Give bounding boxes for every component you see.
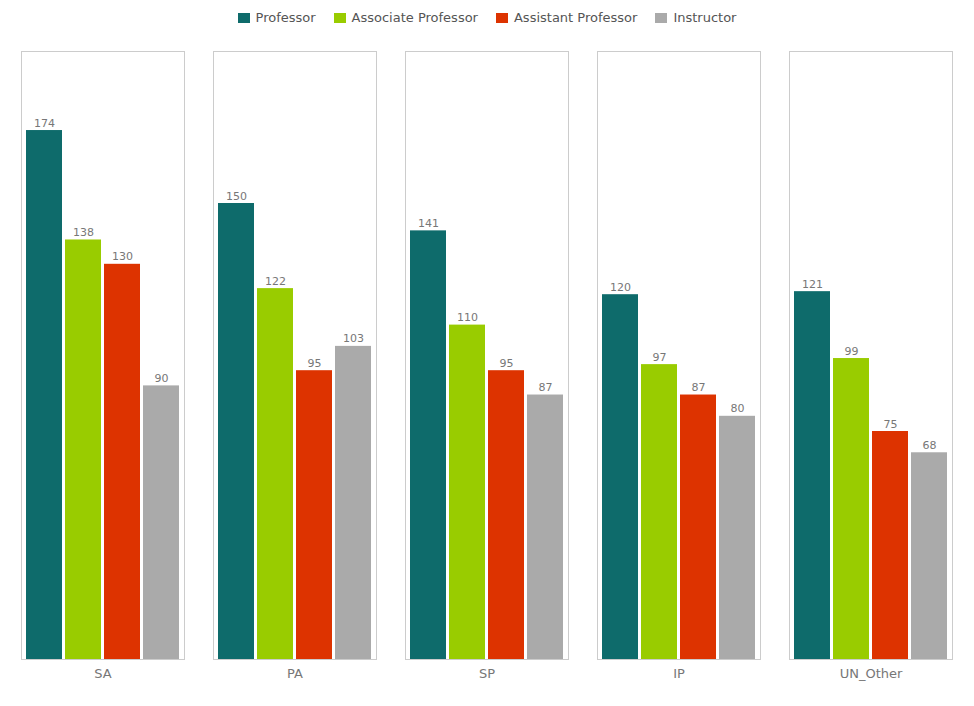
svg-text:68: 68	[923, 439, 937, 452]
svg-text:SP: SP	[479, 666, 495, 681]
svg-text:110: 110	[457, 311, 478, 324]
html-text:Instructor: Instructor	[673, 10, 737, 25]
svg-text:130: 130	[112, 250, 133, 263]
svg-text:SA: SA	[94, 666, 111, 681]
svg-text:90: 90	[155, 372, 169, 385]
html-text:Professor: Professor	[255, 10, 316, 25]
svg-text:121: 121	[802, 278, 823, 291]
svg-text:87: 87	[539, 381, 553, 394]
svg-text:95: 95	[500, 357, 514, 370]
html-text:Associate Professor: Associate Professor	[351, 10, 478, 25]
svg-text:99: 99	[845, 345, 859, 358]
svg-text:122: 122	[265, 275, 286, 288]
svg-text:95: 95	[308, 357, 322, 370]
svg-text:138: 138	[73, 226, 94, 239]
svg-text:174: 174	[34, 117, 55, 130]
svg-text:UN_Other: UN_Other	[840, 666, 903, 681]
svg-text:97: 97	[653, 351, 667, 364]
svg-text:87: 87	[692, 381, 706, 394]
svg-text:PA: PA	[287, 666, 303, 681]
html-text:Assistant Professor: Assistant Professor	[514, 10, 638, 25]
svg-text:141: 141	[418, 217, 439, 230]
svg-text:80: 80	[731, 402, 745, 415]
svg-text:103: 103	[343, 332, 364, 345]
svg-text:75: 75	[884, 418, 898, 431]
svg-text:150: 150	[226, 190, 247, 203]
svg-text:IP: IP	[673, 666, 685, 681]
svg-text:120: 120	[610, 281, 631, 294]
